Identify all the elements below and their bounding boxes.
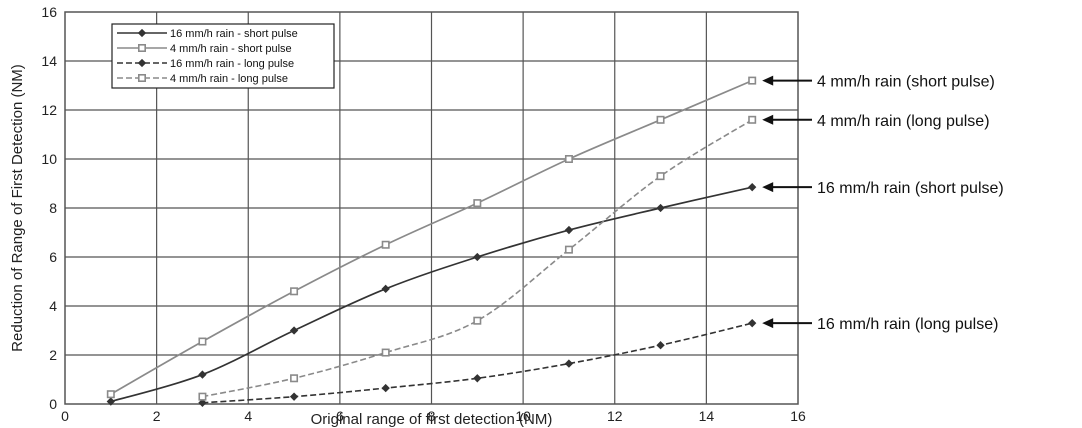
data-series: [106, 76, 757, 407]
data-point: [381, 240, 390, 249]
y-tick-label: 4: [49, 298, 57, 314]
series-3: [198, 318, 757, 407]
data-point: [289, 392, 299, 401]
x-axis-label: Original range of first detection (NM): [311, 411, 553, 428]
legend-marker: [138, 74, 147, 83]
callout: 16 mm/h rain (short pulse): [762, 180, 1004, 197]
x-tick-label: 0: [61, 408, 69, 424]
x-tick-label: 8: [428, 408, 436, 424]
data-point: [748, 76, 757, 85]
legend-marker: [137, 28, 147, 38]
series-line: [110, 186, 753, 403]
data-point: [564, 155, 573, 164]
callout-annotations: 4 mm/h rain (short pulse) 4 mm/h rain (lo…: [762, 74, 1004, 333]
arrow-head-icon: [762, 182, 774, 193]
data-point: [198, 398, 207, 407]
data-point: [473, 199, 482, 208]
data-point: [290, 287, 299, 296]
data-point: [656, 203, 665, 213]
data-point: [748, 318, 757, 328]
legend-entry-label: 16 mm/h rain - short pulse: [170, 28, 298, 40]
callout: 4 mm/h rain (long pulse): [762, 113, 990, 130]
data-point: [381, 348, 390, 357]
x-tick-label: 16: [790, 408, 806, 424]
tick-labels: 0 2 4 6 8 10 12 14 16 0 2 4 6 8 10 12 14 16: [41, 4, 806, 424]
data-point: [198, 392, 207, 401]
y-tick-label: 14: [41, 53, 57, 69]
data-point: [381, 284, 390, 294]
callout-label: 16 mm/h rain (long pulse): [817, 316, 998, 333]
data-point: [289, 326, 299, 335]
data-point: [564, 245, 573, 254]
y-tick-label: 16: [41, 4, 57, 20]
x-tick-label: 10: [515, 408, 531, 424]
y-axis-label: Reduction of Range of First Detection (N…: [9, 64, 26, 352]
x-tick-label: 12: [607, 408, 623, 424]
callout-label: 4 mm/h rain (long pulse): [817, 113, 990, 130]
arrow-head-icon: [762, 114, 774, 125]
data-point: [564, 225, 574, 235]
data-point: [198, 370, 207, 379]
data-point: [564, 359, 574, 368]
series-1: [106, 183, 757, 406]
data-point: [748, 183, 757, 192]
legend: 16 mm/h rain - short pulse 4 mm/h rain - …: [111, 23, 335, 89]
callout-label: 4 mm/h rain (short pulse): [817, 74, 995, 91]
y-tick-label: 0: [49, 396, 57, 412]
data-point: [473, 252, 482, 262]
y-tick-label: 2: [49, 347, 57, 363]
data-point: [656, 115, 665, 124]
y-tick-label: 10: [41, 151, 57, 167]
y-tick-label: 12: [41, 102, 57, 118]
data-point: [198, 337, 207, 346]
x-tick-label: 4: [244, 408, 252, 424]
data-point: [473, 316, 482, 325]
callout: 4 mm/h rain (short pulse): [762, 74, 995, 91]
data-point: [290, 374, 299, 383]
data-point: [106, 397, 115, 406]
data-point: [473, 374, 482, 383]
data-point: [106, 390, 115, 399]
arrow-head-icon: [762, 318, 774, 329]
legend-marker: [138, 43, 147, 52]
callout-label: 16 mm/h rain (short pulse): [817, 180, 1004, 197]
series-4: [198, 115, 757, 401]
legend-marker: [137, 58, 147, 68]
callout: 16 mm/h rain (long pulse): [762, 316, 998, 333]
legend-entry-label: 4 mm/h rain - short pulse: [170, 43, 292, 55]
x-tick-label: 14: [699, 408, 715, 424]
arrow-head-icon: [762, 75, 774, 86]
data-point: [656, 341, 665, 350]
x-tick-label: 2: [153, 408, 161, 424]
legend-entry-label: 4 mm/h rain - long pulse: [170, 73, 288, 85]
data-point: [748, 115, 757, 124]
data-point: [656, 172, 665, 181]
x-tick-label: 6: [336, 408, 344, 424]
legend-entry-label: 16 mm/h rain - long pulse: [170, 58, 294, 70]
y-tick-label: 6: [49, 249, 57, 265]
y-tick-label: 8: [49, 200, 57, 216]
data-point: [381, 383, 390, 393]
series-line: [110, 79, 753, 395]
series-2: [106, 76, 757, 399]
